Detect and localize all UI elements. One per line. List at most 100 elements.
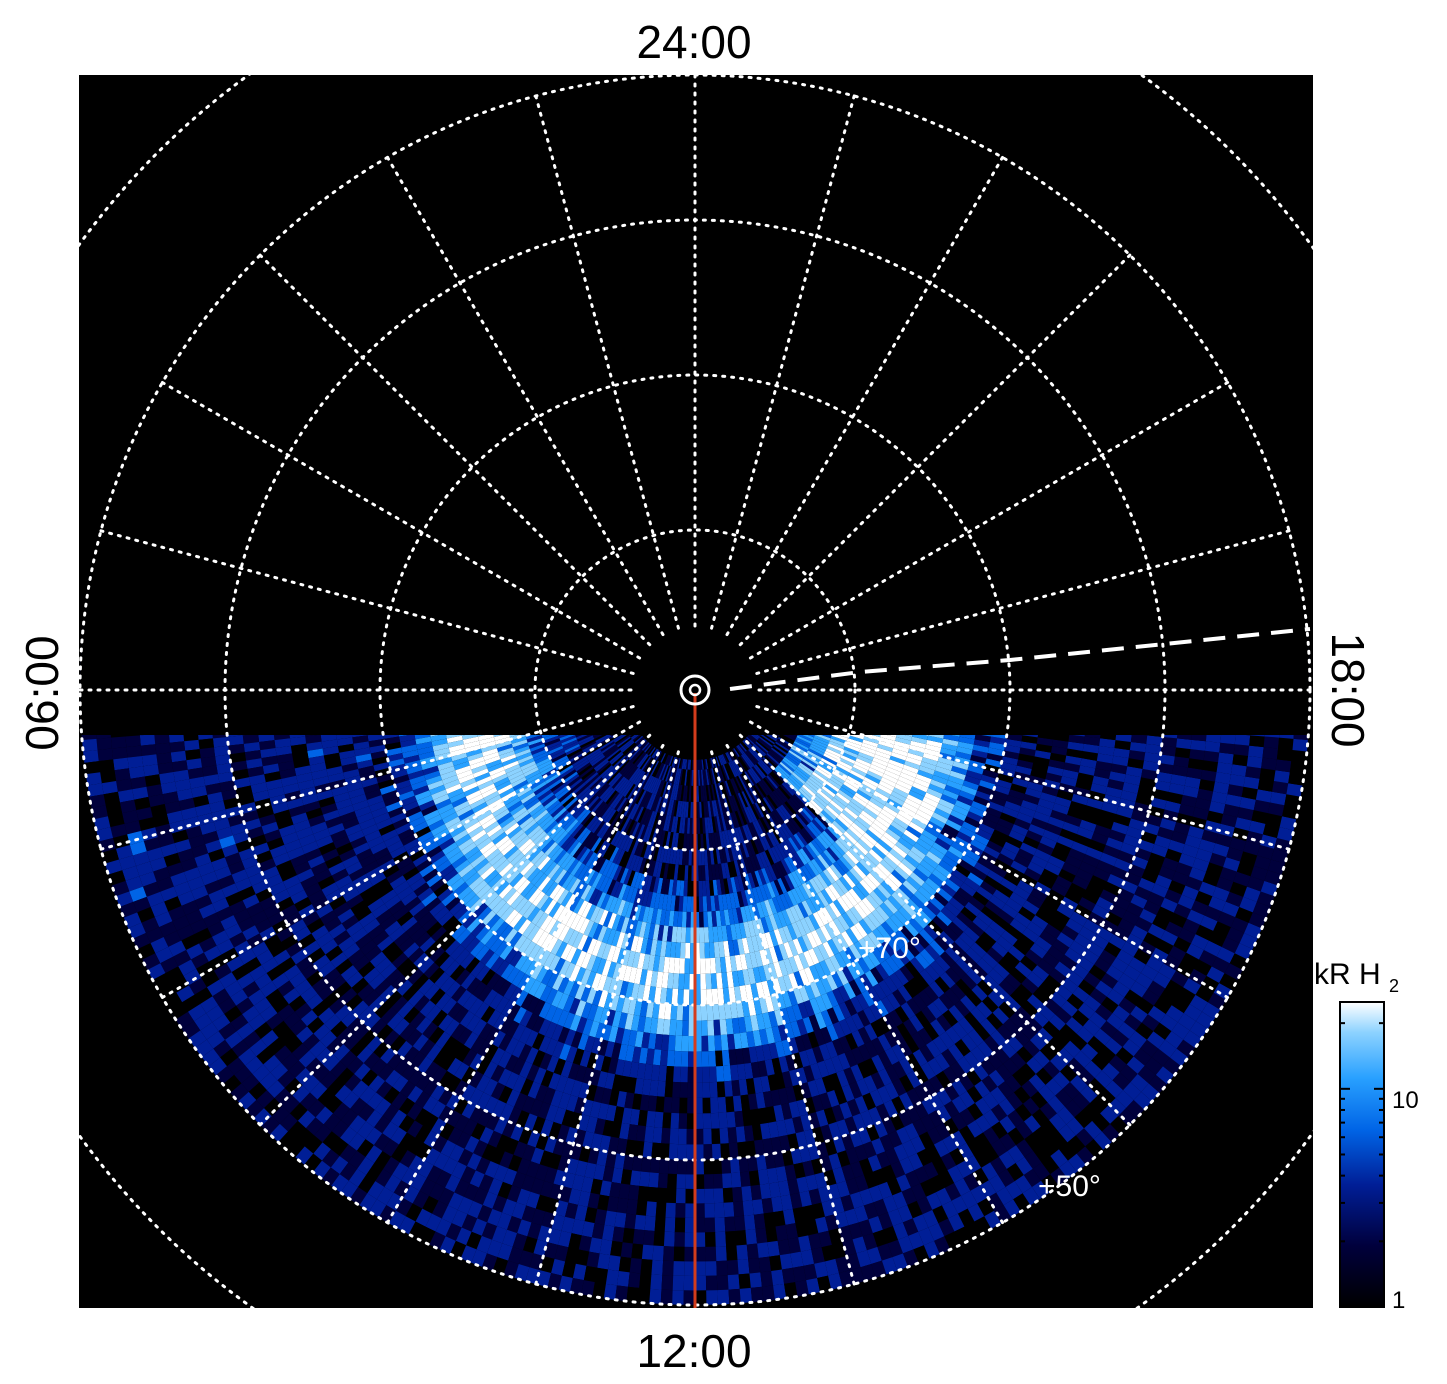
heatmap-cell xyxy=(714,1035,722,1051)
heatmap-cell xyxy=(636,753,648,768)
heatmap-cell xyxy=(570,754,586,765)
heatmap-cell xyxy=(738,756,749,771)
heatmap-cell xyxy=(600,741,615,752)
heatmap-cell xyxy=(681,1035,689,1052)
heatmap-cell xyxy=(601,742,616,754)
heatmap-cell xyxy=(625,802,636,818)
heatmap-cell xyxy=(614,795,626,811)
heatmap-cell xyxy=(667,1159,678,1175)
heatmap-cell xyxy=(792,742,808,753)
heatmap-cell xyxy=(670,1004,678,1020)
heatmap-cell xyxy=(606,770,620,785)
heatmap-cell xyxy=(674,1035,683,1052)
heatmap-cell xyxy=(678,1113,688,1129)
heatmap-cell xyxy=(625,783,636,799)
heatmap-cell xyxy=(724,1080,733,1097)
heatmap-cell xyxy=(705,801,710,818)
heatmap-cell xyxy=(609,793,622,808)
heatmap-cell xyxy=(718,766,725,782)
heatmap-cell xyxy=(682,785,687,802)
heatmap-cell xyxy=(743,752,755,767)
heatmap-cell xyxy=(779,733,795,743)
heatmap-cell xyxy=(755,741,769,753)
heatmap-cell xyxy=(700,785,704,802)
heatmap-cell xyxy=(757,781,769,796)
heatmap-cell xyxy=(764,776,777,791)
heatmap-cell xyxy=(744,751,757,766)
heatmap-cell xyxy=(740,1171,751,1187)
heatmap-cell xyxy=(673,768,679,784)
heatmap-cell xyxy=(637,807,647,824)
heatmap-cell xyxy=(644,792,653,809)
heatmap-cell xyxy=(683,973,690,990)
heatmap-cell xyxy=(680,801,685,818)
heatmap-cell xyxy=(702,1066,710,1083)
heatmap-cell xyxy=(650,811,658,828)
heatmap-cell xyxy=(707,1019,715,1036)
heatmap-cell xyxy=(700,989,707,1005)
heatmap-cell xyxy=(620,740,634,752)
heatmap-cell xyxy=(761,779,773,794)
heatmap-cell xyxy=(641,774,651,790)
heatmap-cell xyxy=(699,911,704,928)
heatmap-cell xyxy=(709,1066,717,1083)
heatmap-cell xyxy=(778,763,792,776)
heatmap-cell xyxy=(663,814,669,831)
heatmap-cell xyxy=(741,754,752,769)
heatmap-cell xyxy=(638,754,649,769)
heatmap-cell xyxy=(619,760,632,774)
heatmap-cell xyxy=(737,792,746,809)
heatmap-cell xyxy=(652,795,661,812)
heatmap-cell xyxy=(646,793,655,810)
heatmap-cell xyxy=(679,958,686,974)
heatmap-cell xyxy=(711,816,717,833)
heatmap-cell xyxy=(668,1035,676,1051)
heatmap-cell xyxy=(705,785,710,802)
heatmap-cell xyxy=(712,783,718,801)
heatmap-cell xyxy=(684,785,688,802)
heatmap-cell xyxy=(697,849,702,866)
heatmap-cell xyxy=(668,799,675,816)
heatmap-cell xyxy=(697,769,701,786)
heatmap-cell xyxy=(678,1128,687,1145)
heatmap-cell xyxy=(702,1097,711,1114)
heatmap-cell xyxy=(577,735,594,744)
heatmap-cell xyxy=(689,817,693,834)
heatmap-cell xyxy=(730,760,740,776)
heatmap-cell xyxy=(698,785,702,802)
heatmap-cell xyxy=(711,784,716,801)
heatmap-cell xyxy=(717,1096,727,1113)
heatmap-cell xyxy=(787,751,802,763)
heatmap-cell xyxy=(706,817,712,834)
heatmap-cell xyxy=(734,776,744,792)
heatmap-cell xyxy=(641,756,652,771)
heatmap-cell xyxy=(790,746,806,757)
heatmap-cell xyxy=(709,768,715,785)
heatmap-cell xyxy=(756,782,767,798)
heatmap-cell xyxy=(769,748,784,761)
heatmap-cell xyxy=(707,801,712,818)
heatmap-cell xyxy=(782,758,797,771)
heatmap-cell xyxy=(627,766,639,781)
heatmap-cell xyxy=(721,765,729,781)
heatmap-cell xyxy=(656,780,664,796)
heatmap-cell xyxy=(727,796,735,813)
heatmap-cell xyxy=(660,1143,670,1160)
heatmap-cell xyxy=(718,1112,728,1129)
heatmap-cell xyxy=(666,766,673,783)
heatmap-cell xyxy=(563,741,579,751)
heatmap-cell xyxy=(674,784,679,801)
heatmap-cell xyxy=(710,1097,719,1114)
heatmap-cell xyxy=(686,896,692,912)
heatmap-cell xyxy=(725,797,733,814)
heatmap-cell xyxy=(639,791,649,807)
heatmap-cell xyxy=(701,801,705,818)
heatmap-cell xyxy=(752,744,766,757)
heatmap-cell xyxy=(625,765,637,780)
heatmap-cell xyxy=(760,759,773,773)
heatmap-cell xyxy=(610,752,624,765)
heatmap-cell xyxy=(700,1004,708,1021)
heatmap-cell xyxy=(623,743,637,756)
heatmap-cell xyxy=(696,785,700,802)
heatmap-cell xyxy=(698,865,703,881)
